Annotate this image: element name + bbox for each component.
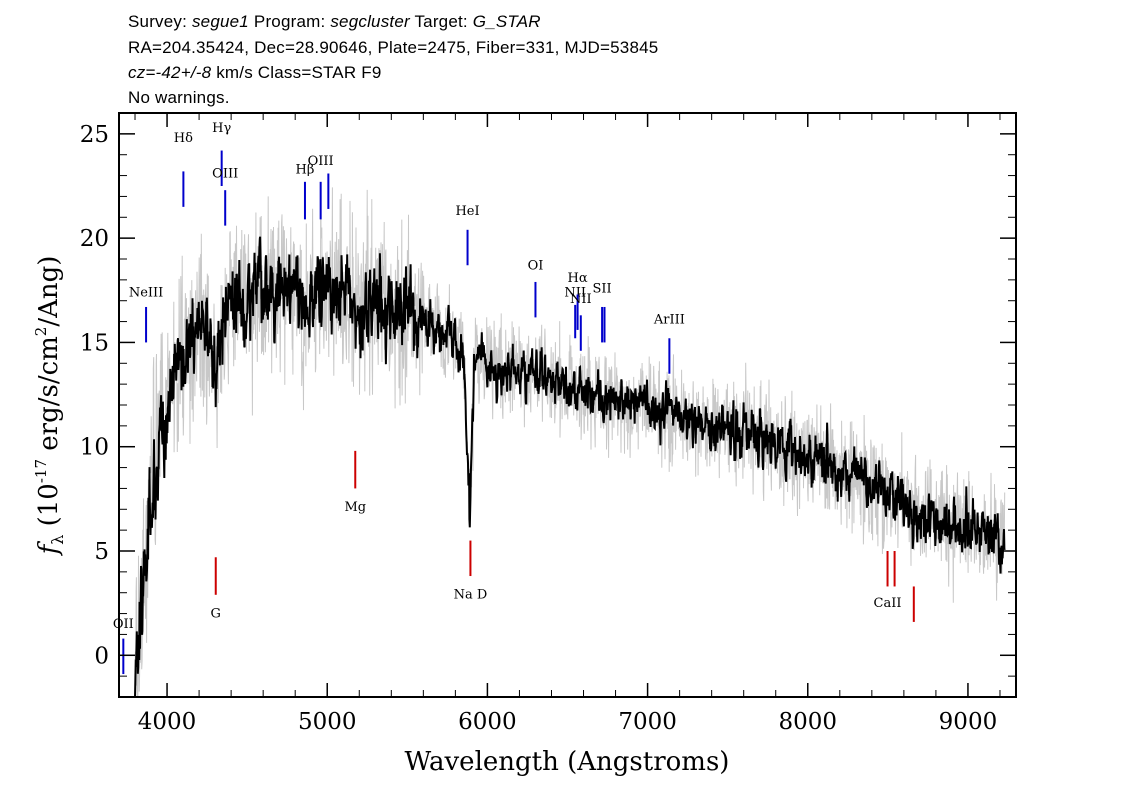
emission-line-label: NII — [564, 286, 586, 301]
axis-ticks: 4000 5000 6000 7000 8000 9000 0 5 10 15 20 25 — [80, 112, 1016, 735]
absorption-line-label: Mg — [344, 500, 366, 515]
x-tick-label: 8000 — [778, 709, 837, 735]
emission-line-label: ArIII — [653, 313, 685, 328]
x-tick-label: 5000 — [298, 709, 357, 735]
target-label: Target: — [414, 12, 468, 31]
survey-value: segue1 — [191, 12, 249, 31]
header-line-4: No warnings. — [128, 88, 230, 107]
class-text: km/s Class=STAR F9 — [211, 63, 382, 82]
absorption-line-label: G — [211, 606, 221, 621]
emission-line-label: SII — [593, 281, 612, 296]
emission-line-label: OIII — [212, 167, 238, 182]
absorption-line-label: Na D — [454, 588, 488, 603]
y-tick-label: 0 — [94, 643, 109, 669]
header-line-2: RA=204.35424, Dec=28.90646, Plate=2475, … — [128, 38, 659, 57]
emission-line-label: NeIII — [129, 286, 163, 301]
y-tick-label: 25 — [80, 122, 109, 148]
emission-line-label: Hα — [568, 271, 588, 286]
x-tick-label: 7000 — [618, 709, 677, 735]
absorption-line-label: CaII — [874, 596, 902, 611]
emission-line-label: Hβ — [296, 162, 315, 177]
survey-label: Survey: — [128, 12, 188, 31]
program-value: segcluster — [330, 12, 410, 31]
y-tick-label: 20 — [80, 226, 109, 252]
emission-line-label: HeI — [455, 204, 479, 219]
cz-label: cz= — [128, 63, 156, 82]
emission-line-label: OII — [113, 617, 134, 632]
emission-line-label: NII — [570, 292, 592, 307]
y-tick-label: 10 — [80, 435, 109, 461]
cz-value: -42+/-8 — [155, 63, 212, 82]
header-line-1: Survey: segue1 Program: segcluster Targe… — [128, 12, 541, 32]
emission-line-label: Hγ — [212, 121, 231, 136]
y-axis-title: fλ (10-17 erg/s/cm2/Ang) — [32, 256, 67, 557]
header-line-3: cz=-42+/-8 km/s Class=STAR F9 — [128, 63, 382, 83]
y-tick-label: 15 — [80, 330, 109, 356]
target-value: G_STAR — [472, 12, 541, 31]
x-tick-label: 4000 — [138, 709, 197, 735]
x-tick-label: 9000 — [939, 709, 998, 735]
program-label: Program: — [253, 12, 326, 31]
x-tick-label: 6000 — [458, 709, 517, 735]
model-line — [134, 236, 1006, 697]
emission-line-label: Hδ — [174, 131, 193, 146]
emission-line-label: OIII — [308, 154, 334, 169]
x-axis-title: Wavelength (Angstroms) — [405, 747, 730, 777]
model-series — [134, 236, 1006, 697]
emission-line-label: OI — [528, 258, 544, 273]
y-tick-label: 5 — [94, 539, 109, 565]
